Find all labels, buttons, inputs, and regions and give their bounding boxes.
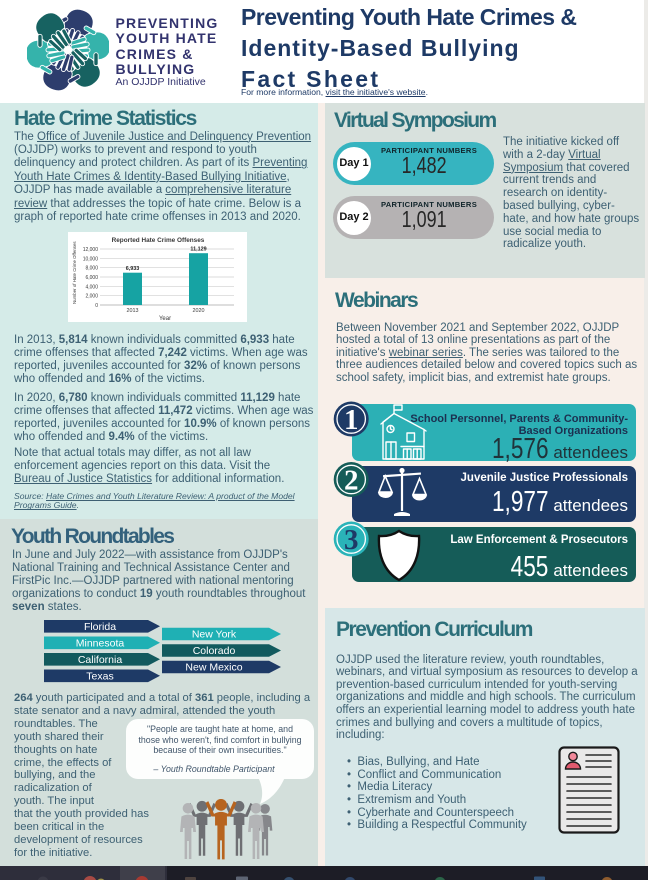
svg-text:New Mexico: New Mexico — [185, 662, 242, 674]
svg-text:Florida: Florida — [84, 621, 116, 633]
svg-text:New York: New York — [192, 629, 237, 641]
svg-text:2: 2 — [344, 465, 359, 497]
svg-text:12,000: 12,000 — [83, 247, 99, 253]
svg-text:6,000: 6,000 — [85, 275, 98, 281]
svg-text:0: 0 — [95, 303, 98, 309]
svg-text:2,000: 2,000 — [85, 294, 98, 300]
svg-text:Year: Year — [159, 316, 171, 322]
svg-text:2013: 2013 — [127, 308, 139, 314]
svg-text:6,933: 6,933 — [126, 266, 140, 272]
svg-text:1: 1 — [344, 404, 359, 436]
svg-text:California: California — [78, 654, 123, 666]
svg-text:2020: 2020 — [193, 308, 205, 314]
svg-text:Texas: Texas — [86, 671, 113, 683]
svg-text:3: 3 — [344, 524, 359, 556]
svg-text:10,000: 10,000 — [83, 256, 99, 262]
svg-text:Reported Hate Crime Offenses: Reported Hate Crime Offenses — [112, 237, 205, 244]
svg-text:Number of Hate Crime Offenses: Number of Hate Crime Offenses — [72, 241, 77, 304]
svg-text:Colorado: Colorado — [193, 645, 236, 657]
svg-text:11,129: 11,129 — [190, 247, 206, 253]
svg-text:Minnesota: Minnesota — [76, 638, 125, 650]
svg-text:8,000: 8,000 — [85, 266, 98, 272]
svg-text:4,000: 4,000 — [85, 284, 98, 290]
